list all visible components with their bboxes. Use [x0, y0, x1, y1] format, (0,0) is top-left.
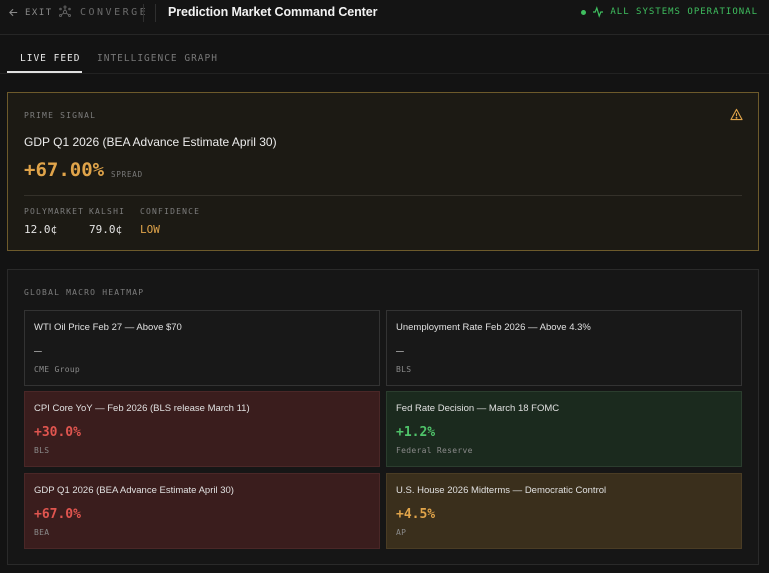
stat-label: POLYMARKET	[24, 207, 85, 216]
market-name: Unemployment Rate Feb 2026 — Above 4.3%	[396, 322, 591, 333]
warning-icon	[730, 108, 743, 121]
market-source: CME Group	[34, 365, 81, 374]
page-title: Prediction Market Command Center	[168, 5, 378, 19]
market-name: Fed Rate Decision — March 18 FOMC	[396, 403, 560, 414]
activity-icon	[593, 6, 604, 18]
stat-label: CONFIDENCE	[140, 207, 201, 216]
market-value: —	[34, 344, 42, 359]
heatmap-cell[interactable]: CPI Core YoY — Feb 2026 (BLS release Mar…	[24, 391, 380, 467]
heatmap-cell[interactable]: U.S. House 2026 Midterms — Democratic Co…	[386, 473, 742, 549]
market-source: BLS	[34, 446, 50, 455]
market-value: +67.0%	[34, 507, 81, 522]
heatmap-cell[interactable]: Fed Rate Decision — March 18 FOMC +1.2% …	[386, 391, 742, 467]
spread-label: SPREAD	[111, 170, 143, 179]
stat-value: 12.0¢	[24, 223, 58, 236]
market-value: +4.5%	[396, 507, 436, 522]
brand-name: CONVERGE	[80, 6, 149, 18]
market-name: CPI Core YoY — Feb 2026 (BLS release Mar…	[34, 403, 250, 414]
market-name: WTI Oil Price Feb 27 — Above $70	[34, 322, 182, 333]
market-name: U.S. House 2026 Midterms — Democratic Co…	[396, 485, 607, 496]
heatmap-heading: GLOBAL MACRO HEATMAP	[24, 288, 145, 297]
status-dot-icon	[581, 9, 587, 15]
arrow-left-icon	[9, 8, 18, 17]
exit-label: EXIT	[25, 7, 53, 18]
market-value: +1.2%	[396, 425, 436, 440]
prime-signal-card[interactable]: PRIME SIGNAL GDP Q1 2026 (BEA Advance Es…	[7, 92, 759, 251]
heatmap-cell[interactable]: GDP Q1 2026 (BEA Advance Estimate April …	[24, 473, 380, 549]
status-text: ALL SYSTEMS OPERATIONAL	[610, 7, 758, 17]
divider	[155, 4, 156, 22]
heatmap-cell[interactable]: WTI Oil Price Feb 27 — Above $70 — CME G…	[24, 310, 380, 386]
system-status: ALL SYSTEMS OPERATIONAL	[581, 6, 758, 18]
market-value: +30.0%	[34, 425, 81, 440]
network-icon	[59, 5, 71, 17]
tab-bar: LIVE FEED INTELLIGENCE GRAPH	[0, 35, 769, 75]
tab-divider	[0, 73, 769, 74]
divider	[24, 195, 742, 196]
stat-kalshi: KALSHI 79.0¢	[89, 207, 125, 236]
stat-value: 79.0¢	[89, 223, 123, 236]
brand: CONVERGE	[58, 5, 148, 19]
heatmap-cell[interactable]: Unemployment Rate Feb 2026 — Above 4.3% …	[386, 310, 742, 386]
stat-confidence: CONFIDENCE LOW	[140, 207, 200, 236]
top-bar: EXIT CONVERGE Prediction Market Command …	[0, 0, 769, 35]
macro-heatmap: GLOBAL MACRO HEATMAP WTI Oil Price Feb 2…	[7, 269, 759, 565]
stat-polymarket: POLYMARKET 12.0¢	[24, 207, 84, 236]
market-source: BEA	[34, 528, 50, 537]
divider	[143, 4, 144, 22]
spread-value: +67.00%	[24, 159, 105, 181]
market-source: AP	[396, 528, 407, 537]
confidence-badge: LOW	[140, 223, 160, 236]
stat-label: KALSHI	[89, 207, 126, 216]
active-tab-indicator	[7, 71, 82, 73]
market-name: GDP Q1 2026 (BEA Advance Estimate April …	[34, 485, 234, 496]
market-value: —	[396, 344, 404, 359]
tab-live-feed[interactable]: LIVE FEED	[20, 53, 81, 64]
prime-signal-heading: PRIME SIGNAL	[24, 111, 97, 120]
prime-market-name: GDP Q1 2026 (BEA Advance Estimate April …	[24, 135, 277, 149]
tab-intelligence-graph[interactable]: INTELLIGENCE GRAPH	[97, 53, 218, 64]
exit-button[interactable]: EXIT	[8, 7, 53, 18]
market-source: Federal Reserve	[396, 446, 473, 455]
market-source: BLS	[396, 365, 412, 374]
